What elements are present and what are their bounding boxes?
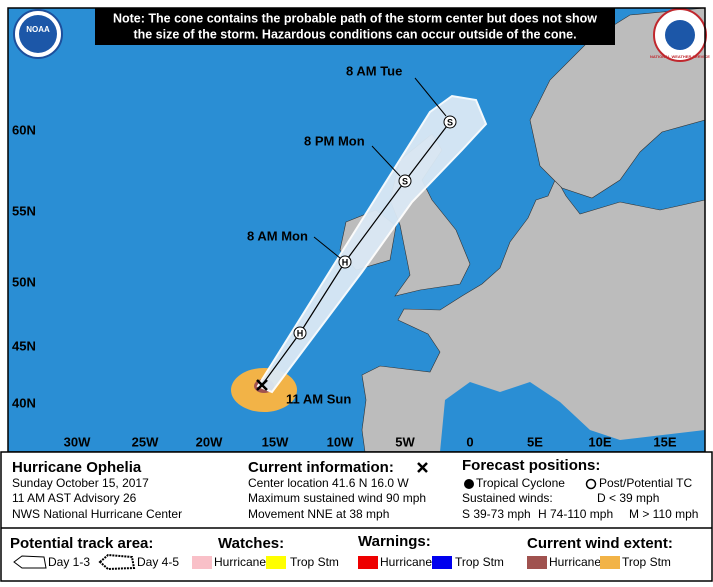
forecast-cone bbox=[256, 94, 488, 394]
watch-hurricane: Hurricane bbox=[214, 555, 266, 569]
wind-class: D < 39 mph bbox=[597, 491, 659, 505]
note-box bbox=[95, 8, 615, 45]
marker-circle bbox=[398, 174, 412, 188]
track-label: 8 PM Mon bbox=[304, 133, 365, 148]
leader bbox=[313, 236, 341, 259]
lon-label: 15W bbox=[262, 434, 289, 449]
warn-hurricane-swatch bbox=[358, 556, 378, 569]
current-position bbox=[256, 379, 268, 391]
wind-class: M > 110 mph bbox=[629, 507, 698, 521]
leader bbox=[371, 145, 401, 177]
forecast-marker: S bbox=[447, 117, 453, 127]
track-label: 11 AM Sun bbox=[286, 391, 351, 406]
lon-label: 10W bbox=[327, 434, 354, 449]
nws-text: NATIONAL WEATHER SERVICE bbox=[650, 54, 710, 59]
note: the size of the storm. Hazardous conditi… bbox=[133, 27, 576, 41]
extent-hurricane-swatch bbox=[527, 556, 547, 569]
day13-icon bbox=[13, 555, 47, 569]
current-info: Center location 41.6 N 16.0 W bbox=[248, 476, 409, 490]
lon-label: 10E bbox=[588, 434, 611, 449]
lon-label: 5E bbox=[527, 434, 543, 449]
warn-ts-swatch bbox=[432, 556, 452, 569]
ptc-icon bbox=[585, 478, 597, 490]
watch-ts-swatch bbox=[266, 556, 286, 569]
forecast-marker: S bbox=[402, 176, 408, 186]
nws-logo-inner bbox=[665, 20, 695, 50]
watch-ts: Trop Stm bbox=[290, 555, 339, 569]
lon-label: 0 bbox=[466, 434, 473, 449]
noaa-text: NOAA bbox=[26, 25, 50, 34]
leader bbox=[414, 77, 447, 117]
lon-label: 15E bbox=[653, 434, 676, 449]
day45-label: Day 4-5 bbox=[137, 555, 179, 569]
forecast-marker: H bbox=[342, 257, 349, 267]
current-info-title: Current information: bbox=[248, 459, 394, 476]
current-icon bbox=[417, 462, 428, 473]
day45-icon bbox=[98, 553, 136, 571]
note: Note: The cone contains the probable pat… bbox=[113, 11, 597, 25]
current-info: Movement NNE at 38 mph bbox=[248, 507, 389, 521]
forecast-circles bbox=[293, 115, 457, 340]
lon-label: 5W bbox=[395, 434, 415, 449]
extent-ts-swatch bbox=[600, 556, 620, 569]
lat-label: 40N bbox=[12, 395, 36, 410]
lat-label: 60N bbox=[12, 122, 36, 137]
continental-europe bbox=[361, 177, 706, 453]
day13-label: Day 1-3 bbox=[48, 555, 90, 569]
marker-circle bbox=[338, 255, 352, 269]
warn-ts: Trop Stm bbox=[455, 555, 504, 569]
noaa-logo-inner bbox=[19, 15, 57, 53]
lon-label: 30W bbox=[64, 434, 91, 449]
watches-title: Watches: bbox=[218, 535, 284, 552]
lat-label: 45N bbox=[12, 338, 36, 353]
lat-label: 50N bbox=[12, 274, 36, 289]
marker-circle bbox=[293, 326, 307, 340]
watch-hurricane-swatch bbox=[192, 556, 212, 569]
tc-label: Tropical Cyclone bbox=[476, 476, 565, 490]
warn-hurricane: Hurricane bbox=[380, 555, 432, 569]
track-label: 8 AM Tue bbox=[346, 63, 402, 78]
extent-ts: Trop Stm bbox=[622, 555, 671, 569]
extent-hurricane: Hurricane bbox=[549, 555, 601, 569]
center: NWS National Hurricane Center bbox=[12, 507, 182, 521]
winds-label: Sustained winds: bbox=[462, 491, 553, 505]
forecast-marker: H bbox=[297, 328, 304, 338]
mediterranean bbox=[440, 382, 705, 452]
warnings-title: Warnings: bbox=[358, 533, 431, 550]
wind-class: S 39-73 mph bbox=[462, 507, 531, 521]
storm-date: Sunday October 15, 2017 bbox=[12, 476, 149, 490]
wind-extent-title: Current wind extent: bbox=[527, 535, 673, 552]
ptc-label: Post/Potential TC bbox=[599, 476, 692, 490]
forecast-title: Forecast positions: bbox=[462, 457, 600, 474]
current-info: Maximum sustained wind 90 mph bbox=[248, 491, 426, 505]
lon-label: 20W bbox=[196, 434, 223, 449]
track-area-title: Potential track area: bbox=[10, 535, 153, 552]
storm-name: Hurricane Ophelia bbox=[12, 459, 142, 476]
wind-class: H 74-110 mph bbox=[538, 507, 613, 521]
tc-icon bbox=[464, 479, 474, 489]
lat-label: 55N bbox=[12, 203, 36, 218]
advisory: 11 AM AST Advisory 26 bbox=[12, 491, 137, 505]
track-label: 8 AM Mon bbox=[247, 228, 308, 243]
leaders bbox=[313, 77, 447, 259]
marker-circle bbox=[443, 115, 457, 129]
lon-label: 25W bbox=[132, 434, 159, 449]
